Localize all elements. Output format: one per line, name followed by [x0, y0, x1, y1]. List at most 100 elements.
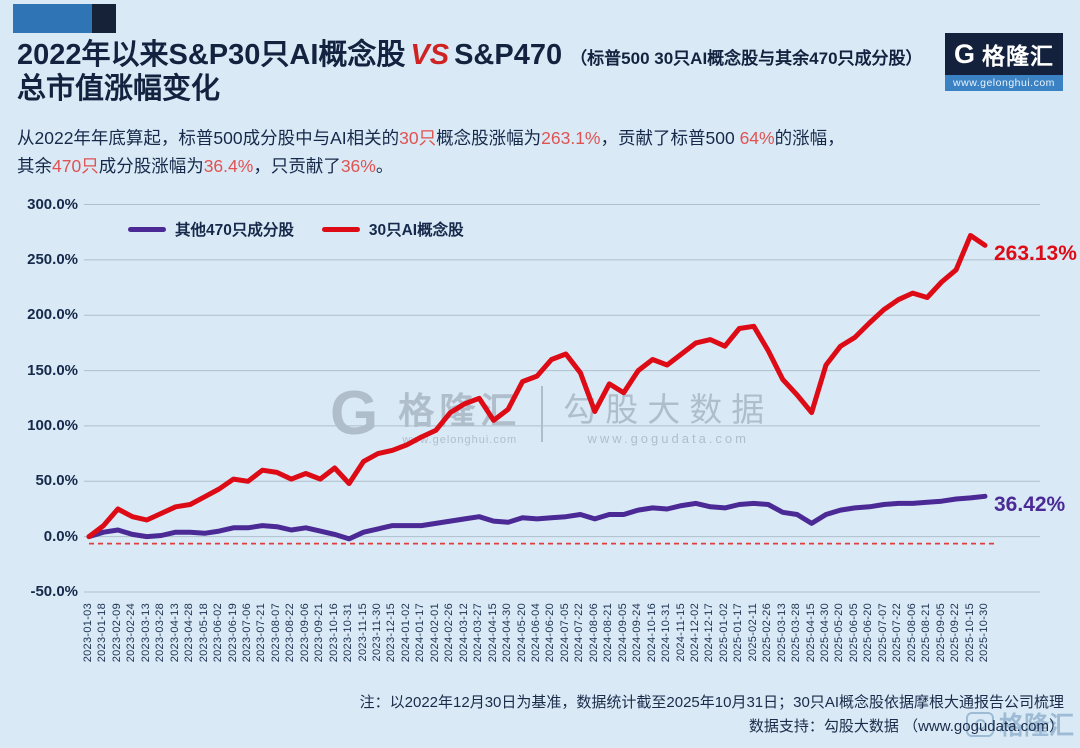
x-tick-label: 2025-02-11: [746, 603, 759, 662]
x-tick-label: 2025-09-22: [949, 603, 962, 663]
x-tick-label: 2023-04-28: [183, 603, 196, 663]
intro-segment: 从2022年年底算起，标普500成分股中与AI相关的: [17, 128, 400, 148]
intro-segment: ，只贡献了: [253, 156, 341, 177]
x-tick-label: 2025-01-02: [717, 603, 730, 663]
page-title-line2: 总市值涨幅变化: [17, 73, 221, 106]
intro-text: 从2022年年底算起，标普500成分股中与AI相关的30只概念股涨幅为263.1…: [17, 124, 845, 181]
legend-swatch-icon: [128, 226, 166, 232]
x-tick-label: 2024-06-04: [530, 603, 542, 663]
x-tick-label: 2025-06-20: [862, 603, 875, 663]
intro-highlight: 36.4%: [203, 156, 254, 177]
legend-item: 30只AI概念股: [321, 218, 464, 240]
x-tick-label: 2024-12-17: [703, 603, 716, 663]
title-segment: S&P470: [454, 39, 571, 71]
x-tick-label: 2025-08-21: [920, 603, 933, 663]
x-tick-label: 2024-04-15: [486, 603, 499, 663]
x-tick-label: 2024-07-22: [573, 603, 586, 663]
intro-segment: ，贡献了标普500: [600, 128, 740, 148]
x-tick-label: 2023-09-06: [298, 603, 311, 663]
other-470-line-value-label: 36.42%: [994, 493, 1066, 517]
x-tick-label: 2023-11-30: [371, 603, 384, 662]
x-tick-label: 2024-04-30: [501, 603, 514, 663]
x-tick-label: 2025-08-06: [905, 603, 918, 663]
x-tick-label: 2025-06-05: [847, 603, 860, 663]
watermark-brand-url: www.gelonghui.com: [402, 434, 518, 446]
x-tick-label: 2025-10-30: [978, 603, 990, 663]
x-tick-label: 2023-09-21: [313, 603, 326, 663]
x-tick-label: 2023-06-19: [226, 603, 239, 663]
x-tick-label: 2023-04-13: [168, 603, 181, 663]
gelonghui-logo-url: www.gelonghui.com: [945, 75, 1063, 91]
x-tick-label: 2023-06-02: [212, 603, 225, 663]
x-tick-label: 2024-10-31: [660, 603, 673, 663]
x-tick-label: 2025-01-17: [732, 603, 745, 663]
x-tick-label: 2025-04-30: [819, 603, 832, 663]
x-tick-label: 2023-05-18: [197, 603, 210, 663]
x-tick-label: 2023-08-22: [284, 603, 297, 663]
intro-segment: 其余: [17, 156, 52, 177]
x-tick-label: 2023-07-21: [255, 603, 268, 663]
x-tick-label: 2025-05-20: [833, 603, 846, 663]
x-tick-label: 2025-04-15: [804, 603, 817, 663]
x-tick-label: 2025-03-13: [775, 603, 788, 663]
center-watermark: G 格隆汇 www.gelonghui.com 勾股大数据 www.goguda…: [330, 382, 773, 446]
footnote-line1: 注：以2022年12月30日为基准，数据统计截至2025年10月31日；30只A…: [359, 694, 1064, 711]
legend-item: 其他470只成分股: [128, 218, 294, 240]
x-tick-label: 2024-09-24: [631, 603, 644, 663]
x-tick-label: 2023-02-09: [110, 603, 123, 663]
x-tick-label: 2024-08-21: [602, 603, 615, 663]
x-tick-label: 2024-08-06: [587, 603, 600, 663]
watermark-partner: 勾股大数据: [563, 390, 774, 428]
footnote-line2: 数据支持：勾股大数据 （www.gogudata.com）: [748, 718, 1064, 735]
page-title: 2022年以来S&P30只AI概念股 VS S&P470 （标普500 30只AI概…: [17, 38, 923, 106]
x-tick-label: 2025-09-05: [934, 603, 947, 663]
y-tick-label: 150.0%: [27, 361, 78, 379]
x-tick-label: 2024-06-20: [544, 603, 557, 663]
x-tick-label: 2024-05-20: [515, 603, 528, 663]
x-tick-label: 2024-03-27: [472, 603, 485, 663]
legend-label: 其他470只成分股: [175, 222, 294, 239]
x-tick-label: 2024-03-12: [457, 603, 470, 663]
watermark-brand-block: 格隆汇 www.gelonghui.com: [398, 382, 521, 446]
x-tick-label: 2023-03-13: [139, 603, 152, 663]
title-segment: 2022年以来S&P30只AI概念股: [17, 39, 406, 71]
intro-segment: 成分股涨幅为: [98, 156, 204, 177]
x-tick-label: 2023-10-16: [327, 603, 340, 663]
x-tick-label: 2024-11-15: [674, 603, 687, 662]
gelonghui-watermark-icon: G: [330, 379, 379, 449]
gelonghui-logo-name: 格隆汇: [982, 43, 1054, 69]
x-tick-label: 2023-01-18: [96, 603, 109, 663]
watermark-divider: [541, 386, 544, 442]
y-tick-label: 50.0%: [35, 472, 78, 490]
x-tick-label: 2024-09-05: [616, 603, 629, 663]
watermark-brand: 格隆汇: [398, 390, 522, 431]
x-tick-label: 2024-02-26: [443, 603, 456, 663]
corner-watermark: 格隆汇: [965, 706, 1074, 742]
intro-highlight: 36%: [340, 156, 376, 177]
header-accent-bar-navy: [92, 4, 116, 33]
x-tick-label: 2023-01-03: [82, 603, 94, 663]
x-tick-label: 2023-12-15: [385, 603, 398, 663]
x-tick-label: 2023-02-24: [125, 603, 138, 663]
footnotes: 注：以2022年12月30日为基准，数据统计截至2025年10月31日；30只A…: [360, 691, 1064, 739]
y-tick-label: 100.0%: [27, 416, 78, 434]
x-tick-label: 2024-01-02: [399, 603, 412, 663]
title-segment: VS: [410, 39, 450, 71]
x-tick-label: 2024-01-17: [414, 603, 427, 663]
x-tick-label: 2025-07-22: [891, 603, 904, 663]
gelonghui-logo: G 格隆汇 www.gelonghui.com: [945, 33, 1063, 91]
x-tick-label: 2025-10-15: [963, 603, 976, 663]
title-segment: （标普500 30只AI概念股与其余470只成分股）: [570, 49, 923, 68]
corner-watermark-brand: 格隆汇: [998, 712, 1074, 740]
x-tick-label: 2025-02-26: [761, 603, 774, 663]
legend-label: 30只AI概念股: [368, 222, 464, 239]
x-tick-label: 2024-12-02: [688, 603, 701, 663]
x-tick-label: 2025-07-07: [876, 603, 889, 663]
chart-legend: 其他470只成分股 30只AI概念股: [128, 218, 464, 240]
x-tick-label: 2023-03-28: [154, 603, 167, 663]
page-title-line1: 2022年以来S&P30只AI概念股 VS S&P470 （标普500 30只AI概…: [17, 38, 923, 72]
intro-highlight: 263.1%: [541, 128, 601, 148]
x-tick-label: 2024-07-05: [558, 603, 571, 663]
intro-segment: 的涨幅，: [774, 128, 845, 148]
